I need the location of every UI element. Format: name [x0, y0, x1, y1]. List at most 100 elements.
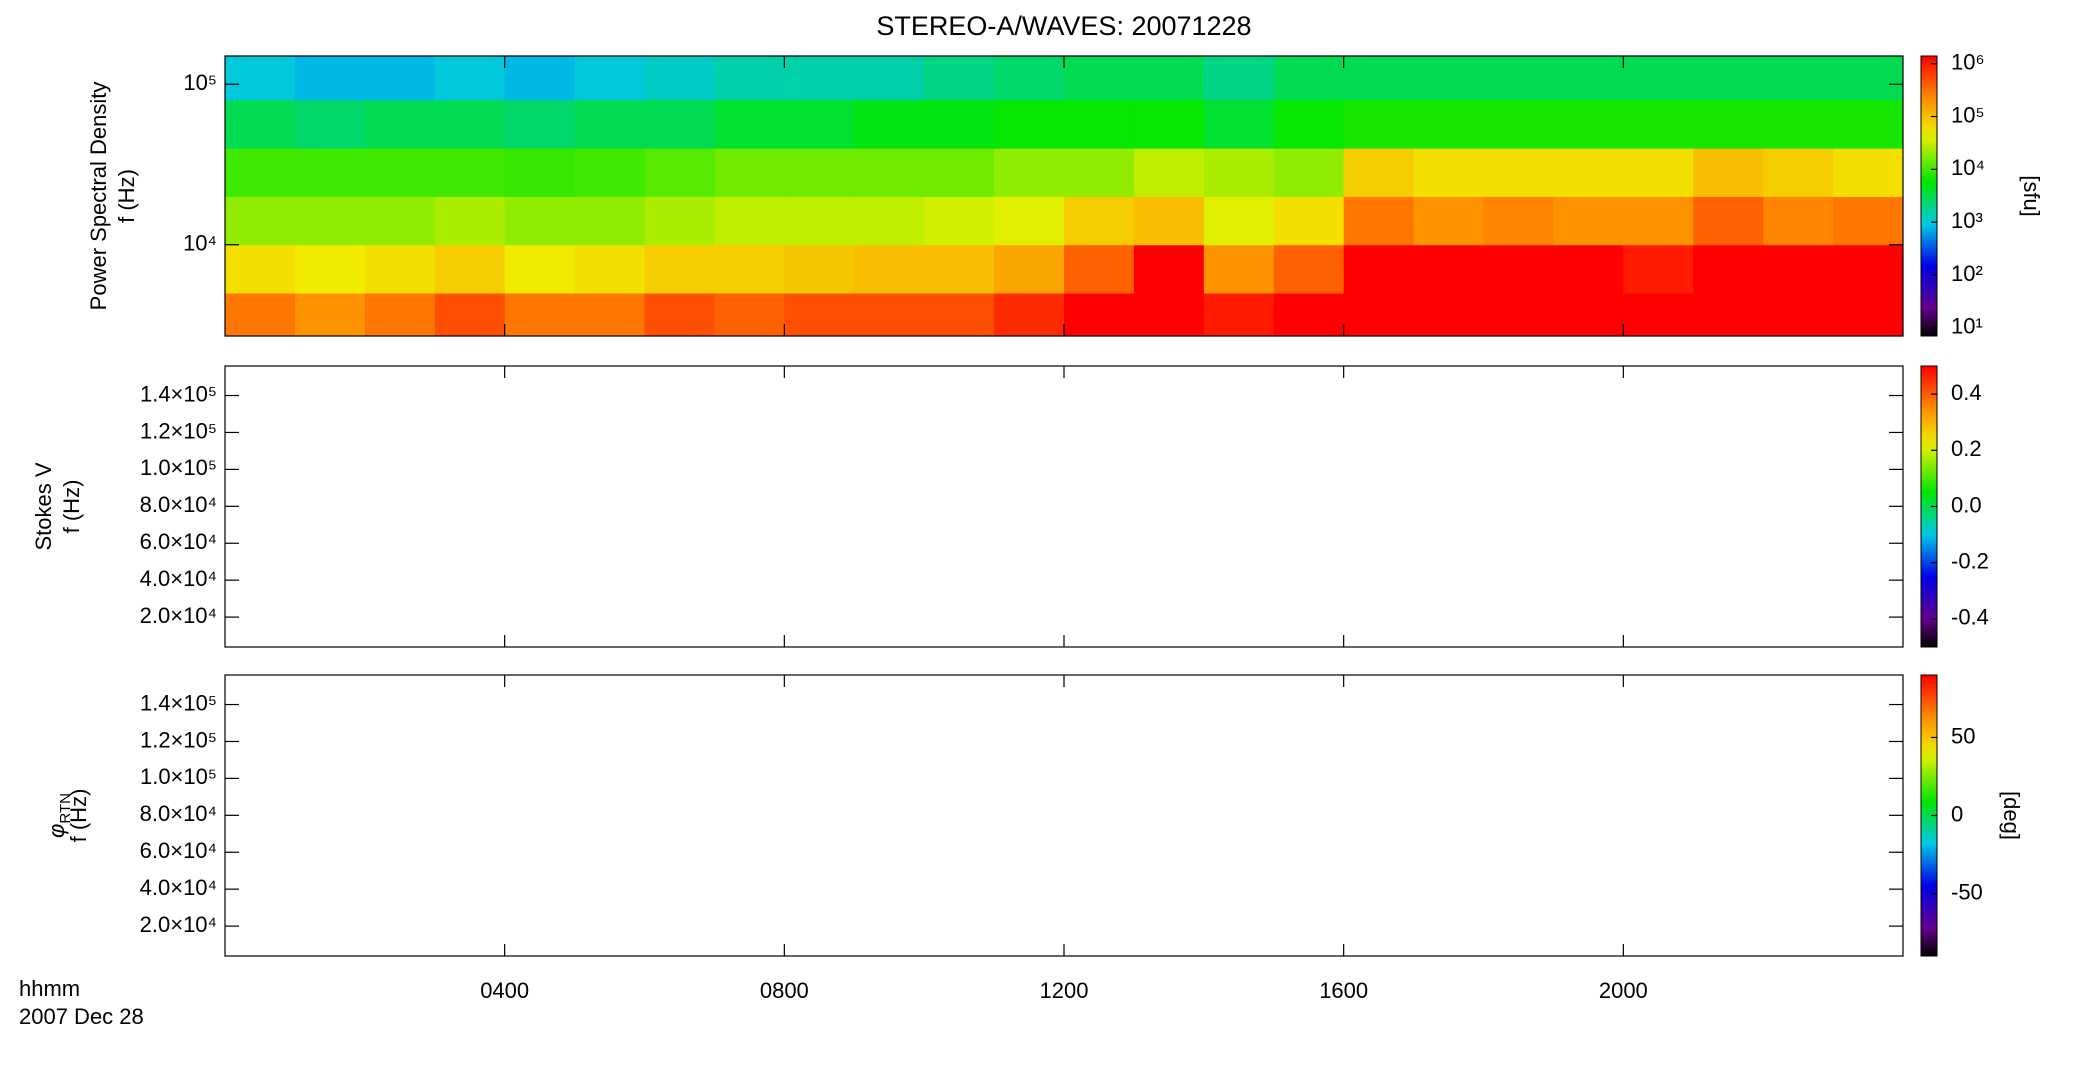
- y-tick-label: 2.0×10⁴: [140, 603, 217, 628]
- heatmap-cell: [1693, 148, 1764, 197]
- heatmap-cell: [784, 196, 855, 246]
- heatmap-cell: [994, 244, 1065, 294]
- heatmap-cell: [854, 196, 925, 246]
- heatmap-cell: [574, 99, 645, 149]
- heatmap-cell: [924, 56, 995, 101]
- heatmap-cell: [714, 148, 785, 197]
- heatmap-cell: [1343, 148, 1415, 197]
- y-tick-label: 1.2×10⁵: [140, 418, 217, 443]
- heatmap-cell: [294, 244, 366, 294]
- heatmap-cell: [1343, 99, 1415, 149]
- heatmap-cell: [1273, 244, 1345, 294]
- heatmap-cell: [714, 244, 785, 294]
- y-axis-label: f (Hz): [114, 169, 139, 223]
- y-tick-label: 10⁵: [183, 70, 217, 95]
- heatmap-cell: [714, 99, 785, 149]
- heatmap-cell: [1413, 293, 1484, 337]
- heatmap-cell: [1064, 56, 1135, 101]
- heatmap-cell: [784, 99, 855, 149]
- y-tick-label: 2.0×10⁴: [140, 912, 217, 937]
- heatmap-cell: [225, 99, 296, 149]
- x-tick-label: 0400: [480, 978, 529, 1003]
- heatmap-cell: [434, 196, 506, 246]
- heatmap-cell: [294, 99, 366, 149]
- heatmap-cell: [994, 196, 1065, 246]
- heatmap-cell: [1553, 56, 1624, 101]
- heatmap-cell: [1553, 293, 1624, 337]
- x-axis-label: hhmm: [19, 976, 80, 1001]
- heatmap-cell: [1483, 196, 1554, 246]
- heatmap-cell: [434, 56, 506, 101]
- heatmap-cell: [364, 99, 436, 149]
- heatmap-cell: [924, 148, 995, 197]
- x-tick-label: 0800: [760, 978, 809, 1003]
- heatmap-cell: [1623, 56, 1694, 101]
- heatmap-cell: [1413, 99, 1484, 149]
- y-axis-label: f (Hz): [59, 480, 84, 534]
- colorbar-tick-label: 10²: [1951, 261, 1983, 286]
- y-tick-label: 1.2×10⁵: [140, 727, 217, 752]
- heatmap-cell: [1623, 196, 1694, 246]
- heatmap-cell: [1133, 196, 1205, 246]
- heatmap-cell: [1133, 293, 1205, 337]
- heatmap-cell: [1693, 293, 1764, 337]
- x-tick-label: 2000: [1599, 978, 1648, 1003]
- plot-frame: [224, 674, 1904, 957]
- colorbar-tick-label: 10¹: [1951, 314, 1983, 339]
- colorbar-tick-label: 10⁴: [1951, 155, 1985, 180]
- heatmap-cell: [1343, 196, 1415, 246]
- heatmap-cell: [644, 293, 715, 337]
- heatmap-cell: [1833, 99, 1904, 149]
- heatmap-cell: [1763, 56, 1834, 101]
- heatmap-cell: [225, 196, 296, 246]
- heatmap-cell: [784, 56, 855, 101]
- heatmap-cell: [994, 56, 1065, 101]
- x-tick-label: 1200: [1040, 978, 1089, 1003]
- heatmap-cell: [1763, 99, 1834, 149]
- heatmap-cell: [1343, 293, 1415, 337]
- heatmap-cell: [1833, 293, 1904, 337]
- y-tick-label: 6.0×10⁴: [140, 838, 217, 863]
- y-tick-label: 1.4×10⁵: [140, 690, 217, 715]
- heatmap-cell: [1133, 148, 1205, 197]
- heatmap-cell: [1763, 293, 1834, 337]
- y-axis-label-top: Power Spectral Density: [86, 82, 111, 311]
- heatmap-cell: [1413, 56, 1484, 101]
- heatmap-cell: [574, 196, 645, 246]
- heatmap-cell: [434, 244, 506, 294]
- heatmap-cell: [1203, 148, 1275, 197]
- heatmap-cell: [1273, 99, 1345, 149]
- colorbar-tick-label: 10⁵: [1951, 102, 1985, 127]
- heatmap-cell: [294, 196, 366, 246]
- heatmap-cell: [1203, 293, 1275, 337]
- plot-frame: [224, 365, 1904, 648]
- heatmap-cell: [1413, 244, 1484, 294]
- heatmap-cell: [504, 99, 576, 149]
- heatmap-cell: [784, 148, 855, 197]
- y-axis-label: f (Hz): [66, 789, 91, 843]
- heatmap-cell: [1553, 99, 1624, 149]
- y-tick-label: 8.0×10⁴: [140, 492, 217, 517]
- colorbar-tick-label: -50: [1951, 879, 1983, 904]
- colorbar-tick-label: 0: [1951, 801, 1963, 826]
- heatmap-cell: [994, 148, 1065, 197]
- heatmap-cell: [1273, 148, 1345, 197]
- heatmap-cell: [434, 99, 506, 149]
- heatmap-cell: [1483, 99, 1554, 149]
- colorbar-tick-label: 0.0: [1951, 492, 1982, 517]
- heatmap-cell: [1064, 99, 1135, 149]
- y-tick-label: 4.0×10⁴: [140, 875, 217, 900]
- x-tick-label: 1600: [1319, 978, 1368, 1003]
- heatmap-cell: [1064, 244, 1135, 294]
- heatmap-cell: [1203, 99, 1275, 149]
- heatmap-cell: [1413, 196, 1484, 246]
- heatmap-cell: [1483, 148, 1554, 197]
- heatmap-cell: [854, 244, 925, 294]
- heatmap-cell: [574, 56, 645, 101]
- heatmap-cell: [1833, 56, 1904, 101]
- y-tick-label: 1.0×10⁵: [140, 455, 217, 480]
- heatmap-cell: [1553, 244, 1624, 294]
- colorbar-tick-label: -0.4: [1951, 605, 1989, 630]
- heatmap-cell: [994, 99, 1065, 149]
